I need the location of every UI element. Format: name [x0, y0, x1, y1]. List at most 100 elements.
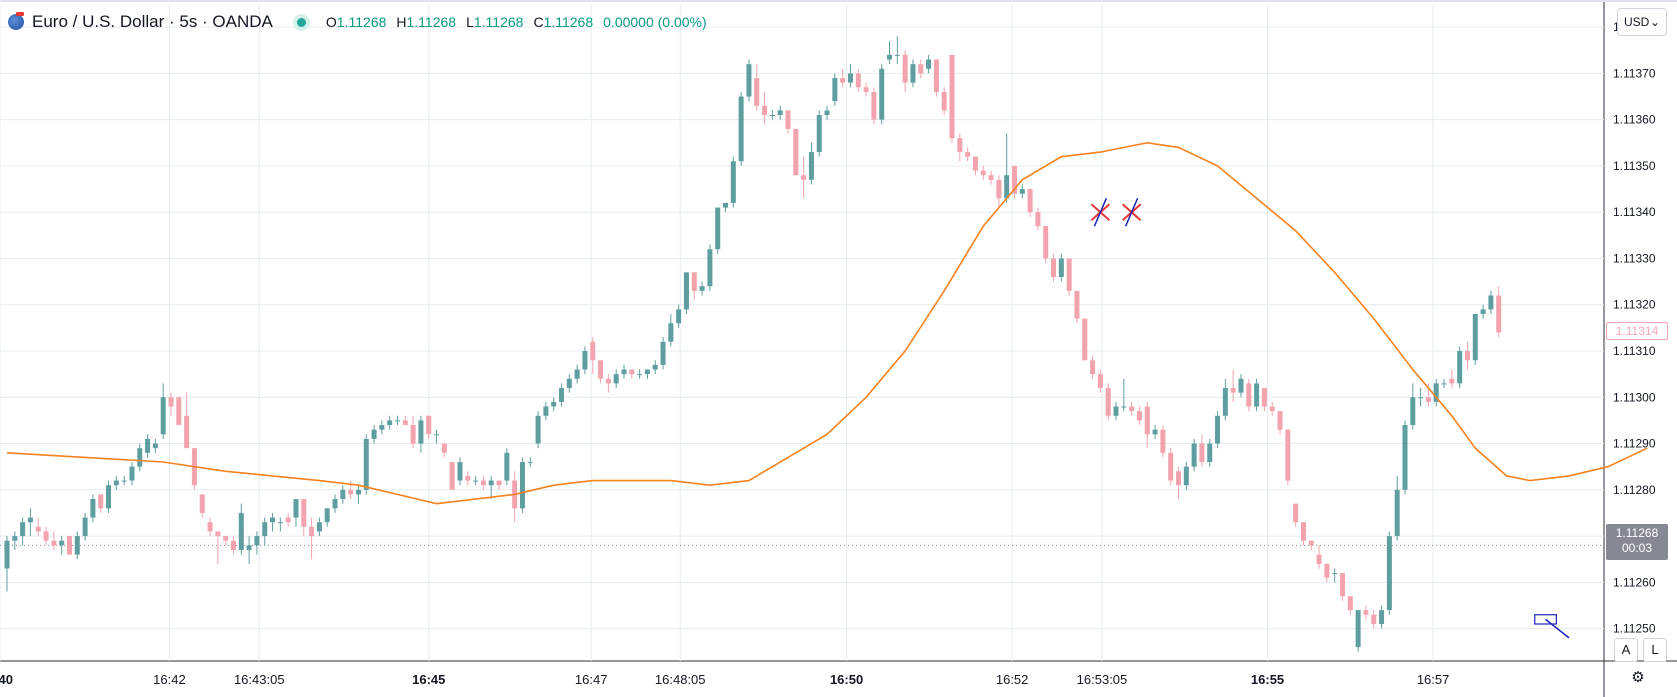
candle — [691, 272, 697, 301]
candle-body — [559, 388, 565, 402]
candle — [894, 36, 900, 65]
moving-average-series — [6, 141, 1648, 505]
rectangle-drawing[interactable] — [1534, 614, 1557, 625]
candle-body — [324, 508, 330, 523]
candle — [262, 517, 268, 546]
candle — [137, 443, 143, 472]
candle-body — [1246, 383, 1252, 407]
candle-body — [82, 517, 88, 537]
candle-body — [1129, 406, 1135, 412]
candle — [847, 64, 853, 88]
candle — [707, 244, 713, 291]
candle — [449, 462, 455, 490]
auto-scale-button[interactable]: A — [1614, 638, 1638, 662]
candle — [1043, 226, 1049, 264]
candle-body — [1441, 383, 1447, 385]
candle-body — [27, 517, 33, 523]
change-value: 0.00000 (0.00%) — [603, 14, 707, 30]
candle-body — [832, 78, 838, 102]
time-axis[interactable]: 6:40 16:42 16:43:05 16:45 16:47 16:48:05 16:50… — [0, 672, 1449, 687]
candle-body — [590, 341, 596, 361]
price-tick-label: 1.11290 — [1613, 437, 1656, 451]
symbol-title[interactable]: Euro / U.S. Dollar · 5s · OANDA — [32, 12, 273, 31]
price-tick-label: 1.11370 — [1613, 66, 1656, 80]
candle-body — [910, 64, 916, 83]
candle — [1230, 369, 1236, 402]
candle-body — [496, 480, 502, 486]
candle — [1222, 378, 1228, 421]
candle — [371, 425, 377, 444]
chevron-down-icon: ⌄ — [1649, 15, 1660, 29]
candle-body — [730, 161, 736, 203]
candle-body — [1035, 212, 1041, 227]
market-open-status-icon[interactable] — [296, 17, 306, 27]
candle-body — [51, 540, 57, 546]
candle — [293, 499, 299, 527]
candle-body — [1222, 388, 1228, 416]
candle — [1004, 133, 1010, 203]
candle-body — [1230, 388, 1236, 393]
candle — [1011, 165, 1017, 199]
candle — [238, 503, 244, 555]
candle — [1464, 341, 1470, 370]
candle — [863, 82, 869, 97]
candle-body — [699, 286, 705, 291]
candle-body — [238, 512, 244, 550]
candle-body — [66, 536, 72, 555]
candle-body — [543, 406, 549, 416]
trend-line-drawing[interactable] — [1545, 618, 1570, 639]
last-price-value: 1.11268 — [1615, 526, 1659, 540]
candle — [355, 485, 361, 504]
candle-body — [808, 152, 814, 180]
cross-marker[interactable] — [1090, 197, 1111, 227]
candle — [379, 420, 385, 435]
candle-body — [207, 522, 213, 532]
candle — [1168, 448, 1174, 486]
candle-body — [644, 369, 650, 375]
candle-body — [363, 438, 369, 490]
ghost-price-label: 1.11314 — [1606, 322, 1668, 340]
candle-body — [12, 536, 18, 541]
candle — [918, 59, 924, 79]
candle — [27, 508, 33, 537]
candle-body — [1011, 165, 1017, 194]
candle — [1066, 258, 1072, 296]
candle-body — [348, 489, 354, 495]
candle — [176, 397, 182, 426]
candle — [246, 536, 252, 564]
log-scale-button[interactable]: L — [1643, 638, 1667, 662]
candle-body — [121, 480, 127, 482]
candle-body — [754, 78, 760, 106]
candle — [1472, 313, 1478, 365]
candle — [769, 110, 775, 120]
candle-body — [957, 138, 963, 153]
candle — [395, 415, 400, 426]
candle — [496, 480, 502, 490]
candle — [434, 429, 440, 444]
candle-body — [1355, 610, 1361, 648]
candle — [301, 499, 307, 537]
candle — [543, 401, 549, 421]
candle-body — [902, 54, 908, 83]
candle — [1254, 378, 1260, 412]
candle — [1051, 253, 1057, 282]
candle-body — [527, 462, 533, 464]
candle — [996, 175, 1002, 208]
candle — [1183, 462, 1189, 490]
drawing-annotations[interactable] — [1090, 197, 1570, 639]
candle — [1371, 610, 1377, 629]
currency-selector[interactable]: USD ⌄ — [1617, 8, 1667, 36]
candle-body — [1464, 351, 1470, 361]
candle — [1152, 425, 1158, 439]
candle-body — [1004, 175, 1010, 199]
candle-body — [340, 489, 346, 500]
candle — [590, 337, 596, 375]
candle-body — [605, 378, 611, 384]
candle-body — [426, 415, 432, 435]
cross-marker[interactable] — [1121, 197, 1142, 227]
settings-gear-icon[interactable]: ⚙ — [1631, 669, 1645, 686]
time-tick-label: 16:53:05 — [1077, 672, 1128, 687]
candle — [98, 494, 104, 513]
candle-body — [98, 494, 104, 509]
